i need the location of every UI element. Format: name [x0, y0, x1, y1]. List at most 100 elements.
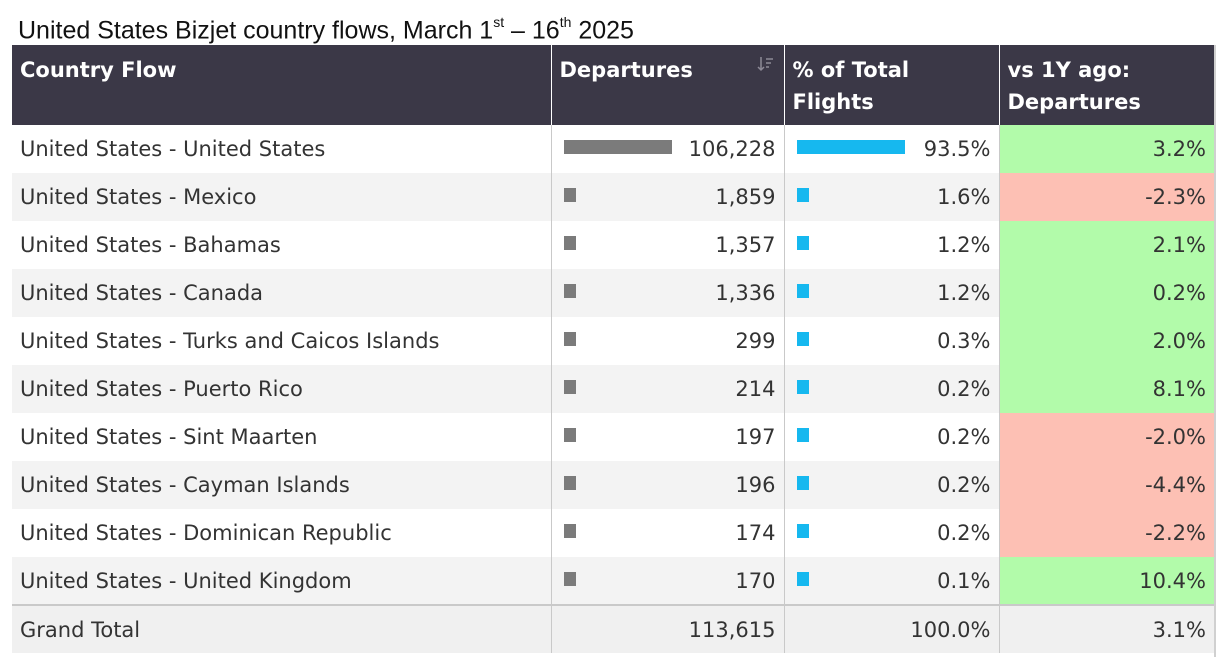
- country-flow-cell: United States - Bahamas: [12, 221, 552, 269]
- pct-total-bar: [796, 572, 809, 586]
- chart-title: United States Bizjet country flows, Marc…: [18, 6, 634, 45]
- departures-value: 1,336: [715, 281, 776, 305]
- departures-cell: 170: [551, 557, 785, 605]
- pct-total-cell: 1.2%: [784, 221, 1000, 269]
- pct-total-bar: [796, 284, 809, 298]
- pct-total-value: 0.3%: [937, 329, 991, 353]
- col-header-country-flow[interactable]: Country Flow: [12, 45, 552, 125]
- departures-cell: 1,357: [551, 221, 785, 269]
- grand-total-yoy: 3.1%: [999, 604, 1214, 653]
- country-flow-cell: United States - Mexico: [12, 173, 552, 221]
- country-flow-cell: United States - United Kingdom: [12, 557, 552, 605]
- vs-1y-cell: 3.2%: [999, 125, 1214, 173]
- pct-total-cell: 0.1%: [784, 557, 1000, 605]
- departures-value: 1,859: [715, 185, 776, 209]
- departures-value: 1,357: [715, 233, 776, 257]
- title-superscript-st: st: [493, 14, 505, 30]
- title-suffix: 2025: [571, 16, 634, 45]
- grand-total-row: Grand Total 113,615 100.0% 3.1%: [12, 604, 1214, 653]
- pct-total-value: 0.2%: [937, 521, 991, 545]
- departures-bar: [563, 332, 576, 346]
- departures-value: 197: [735, 425, 776, 449]
- pct-total-value: 0.2%: [937, 425, 991, 449]
- departures-bar: [563, 428, 576, 442]
- departures-cell: 174: [551, 509, 785, 557]
- country-flow-cell: United States - United States: [12, 125, 552, 173]
- departures-bar: [563, 140, 672, 154]
- departures-bar: [563, 188, 576, 202]
- vs-1y-cell: -2.3%: [999, 173, 1214, 221]
- vs-1y-cell: -4.4%: [999, 461, 1214, 509]
- grand-total-pct: 100.0%: [784, 604, 1000, 653]
- table-row: United States - Canada 1,336 1.2% 0.2%: [12, 269, 1214, 317]
- departures-bar: [563, 524, 576, 538]
- pct-total-bar: [796, 332, 809, 346]
- pct-total-bar: [796, 476, 809, 490]
- vs-1y-cell: -2.0%: [999, 413, 1214, 461]
- pct-total-value: 0.2%: [937, 377, 991, 401]
- departures-bar: [563, 476, 576, 490]
- pct-total-cell: 1.6%: [784, 173, 1000, 221]
- col-header-pct-total[interactable]: % of Total Flights: [784, 45, 1000, 125]
- departures-cell: 1,859: [551, 173, 785, 221]
- departures-bar: [563, 572, 576, 586]
- vs-1y-cell: 10.4%: [999, 557, 1214, 605]
- pct-total-bar: [796, 524, 809, 538]
- pct-total-cell: 0.2%: [784, 413, 1000, 461]
- country-flow-cell: United States - Sint Maarten: [12, 413, 552, 461]
- col-header-departures[interactable]: Departures: [551, 45, 785, 125]
- departures-bar: [563, 380, 576, 394]
- table-row: United States - Sint Maarten 197 0.2% -2.0%: [12, 413, 1214, 461]
- pct-total-value: 1.2%: [937, 233, 991, 257]
- country-flow-cell: United States - Puerto Rico: [12, 365, 552, 413]
- pct-total-bar: [796, 236, 809, 250]
- departures-cell: 1,336: [551, 269, 785, 317]
- departures-cell: 299: [551, 317, 785, 365]
- table-scroll-edge: [1214, 45, 1216, 657]
- col-header-vs-1y[interactable]: vs 1Y ago: Departures: [999, 45, 1214, 125]
- departures-bar: [563, 284, 576, 298]
- pct-total-value: 93.5%: [923, 137, 991, 161]
- departures-value: 196: [735, 473, 776, 497]
- departures-bar: [563, 236, 576, 250]
- grand-total-label: Grand Total: [12, 604, 552, 653]
- header-row: Country Flow Departures % of To: [12, 45, 1214, 125]
- pct-total-bar: [796, 428, 809, 442]
- departures-cell: 106,228: [551, 125, 785, 173]
- title-prefix: United States Bizjet country flows, Marc…: [18, 16, 494, 45]
- country-flow-cell: United States - Dominican Republic: [12, 509, 552, 557]
- flows-table: Country Flow Departures % of To: [12, 45, 1214, 653]
- pct-total-value: 1.2%: [937, 281, 991, 305]
- table-row: United States - Dominican Republic 174 0.2…: [12, 509, 1214, 557]
- sort-descending-icon[interactable]: [756, 55, 774, 73]
- departures-value: 174: [735, 521, 776, 545]
- departures-value: 170: [735, 568, 776, 593]
- table-row: United States - United States 106,228 93.5…: [12, 125, 1214, 173]
- title-middle: – 16: [504, 16, 560, 45]
- col-header-departures-label: Departures: [559, 58, 693, 82]
- table-row: United States - Cayman Islands 196 0.2% -4.…: [12, 461, 1214, 509]
- country-flow-cell: United States - Turks and Caicos Islands: [12, 317, 552, 365]
- pct-total-value: 0.2%: [937, 473, 991, 497]
- table-row: United States - United Kingdom 170 0.1% 10.…: [12, 557, 1214, 605]
- departures-value: 299: [735, 329, 776, 353]
- pct-total-cell: 0.2%: [784, 365, 1000, 413]
- departures-value: 106,228: [688, 137, 776, 161]
- pct-total-cell: 0.3%: [784, 317, 1000, 365]
- departures-cell: 197: [551, 413, 785, 461]
- country-flow-cell: United States - Canada: [12, 269, 552, 317]
- table-row: United States - Bahamas 1,357 1.2% 2.1%: [12, 221, 1214, 269]
- pct-total-bar: [796, 140, 905, 154]
- vs-1y-cell: 2.0%: [999, 317, 1214, 365]
- pct-total-bar: [796, 380, 809, 394]
- country-flow-cell: United States - Cayman Islands: [12, 461, 552, 509]
- title-superscript-th: th: [559, 14, 572, 30]
- vs-1y-cell: 8.1%: [999, 365, 1214, 413]
- table-row: United States - Turks and Caicos Islands…: [12, 317, 1214, 365]
- departures-cell: 196: [551, 461, 785, 509]
- vs-1y-cell: -2.2%: [999, 509, 1214, 557]
- pct-total-cell: 0.2%: [784, 461, 1000, 509]
- pct-total-value: 1.6%: [937, 185, 991, 209]
- pct-total-cell: 93.5%: [784, 125, 1000, 173]
- pct-total-value: 0.1%: [937, 568, 991, 593]
